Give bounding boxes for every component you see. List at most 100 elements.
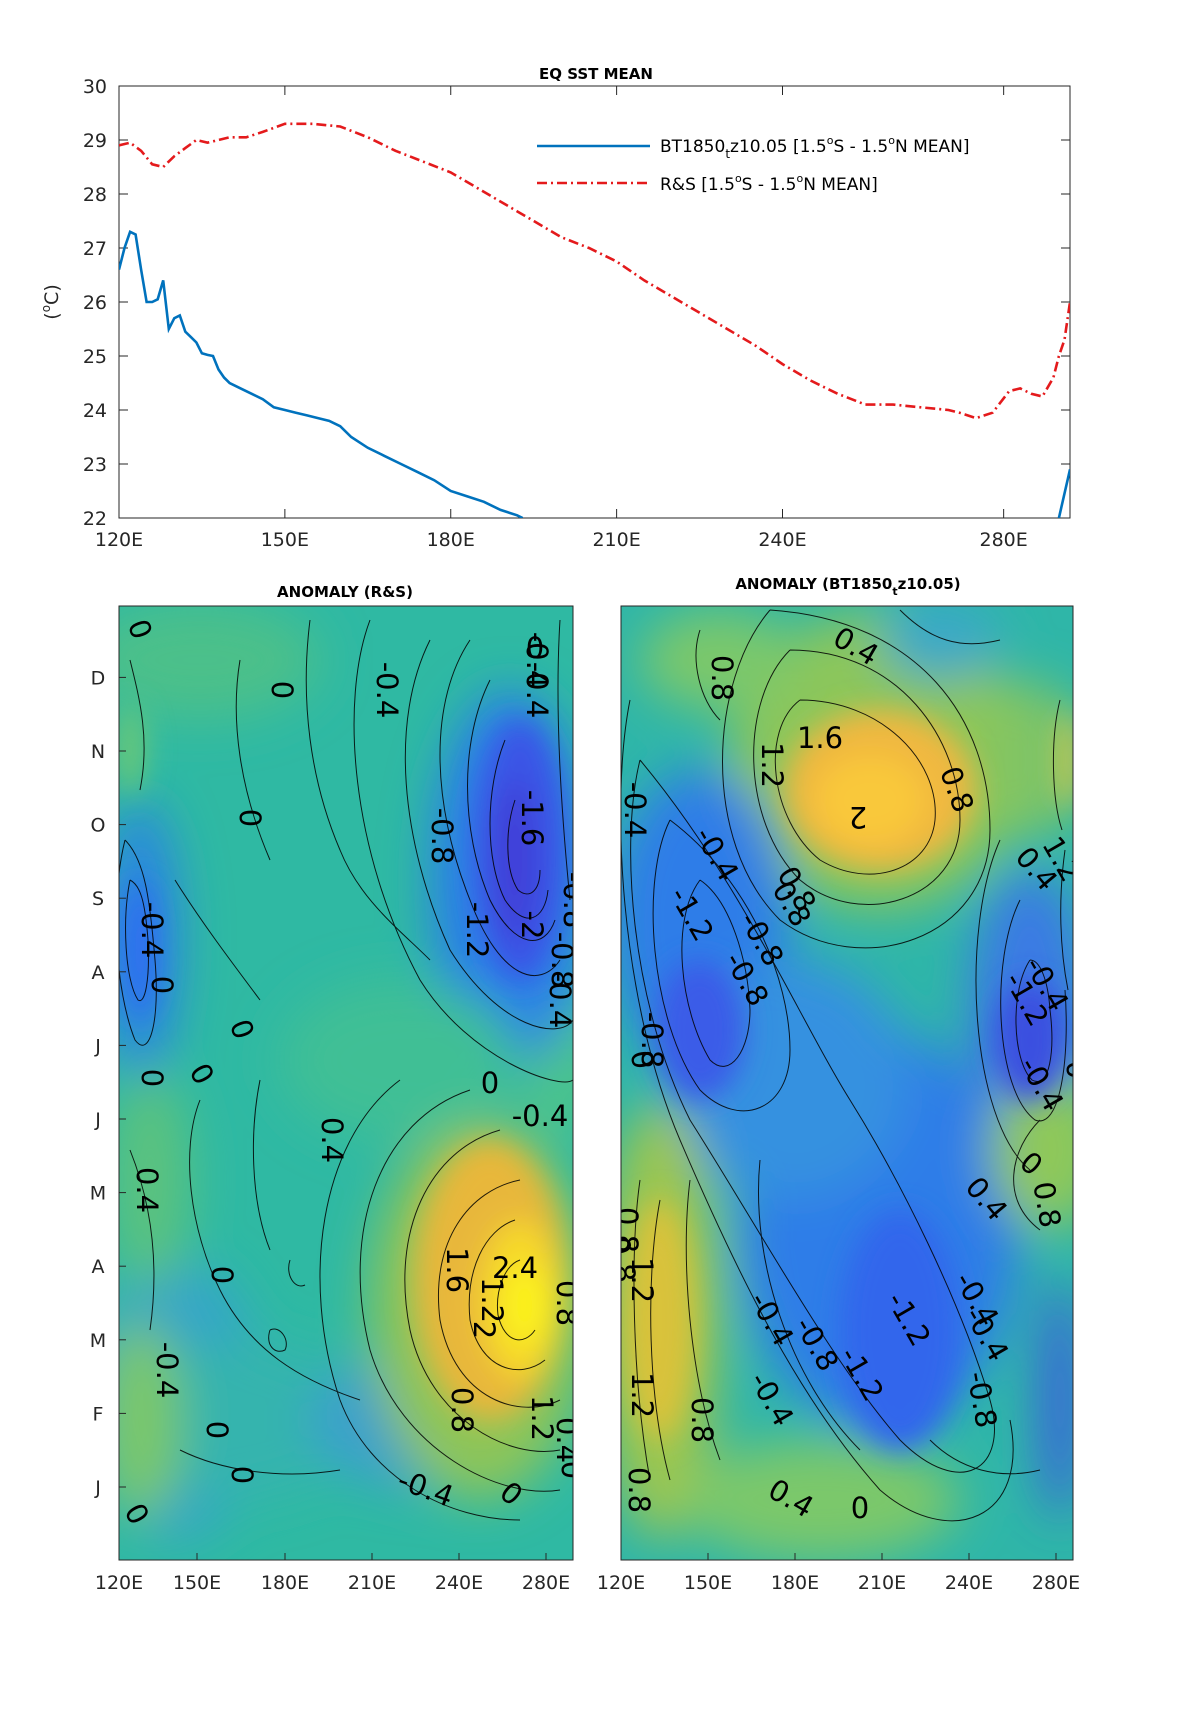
left-contour-label: 2 bbox=[467, 1321, 501, 1339]
left-contour-label: 0 bbox=[145, 976, 179, 994]
top-x-tick-label: 180E bbox=[427, 529, 475, 551]
left-contour-label: 1.2 bbox=[525, 1395, 559, 1441]
right-x-axis: 120E 150E 180E 210E 240E 280E bbox=[597, 1553, 1080, 1594]
right-x-tick-label: 120E bbox=[597, 1572, 645, 1594]
left-y-tick-label: F bbox=[93, 1403, 104, 1425]
right-contour-label: 0.8 bbox=[1026, 1179, 1067, 1230]
top-y-axis: 22 23 24 25 26 27 28 29 30 bbox=[83, 76, 1070, 530]
right-contour-labels: 0.40.81.61.220.8-0.4-0.4 1.20.40.8-1.2 -0.… bbox=[610, 620, 1094, 1525]
left-y-tick-label: J bbox=[94, 1109, 101, 1131]
left-contour-label: 0 bbox=[135, 1069, 169, 1087]
left-contour-label: -0.4 bbox=[150, 1342, 184, 1399]
left-x-tick-label: 280E bbox=[522, 1572, 570, 1594]
top-x-tick-label: 120E bbox=[95, 529, 143, 551]
left-x-tick-label: 180E bbox=[261, 1572, 309, 1594]
left-y-tick-label: J bbox=[94, 1477, 101, 1499]
top-y-tick-label: 29 bbox=[83, 130, 107, 152]
legend: BT1850tz10.05 [1.5oS - 1.5oN MEAN] R&S [… bbox=[537, 134, 969, 195]
left-contour-label: 0.8 bbox=[445, 1387, 479, 1433]
left-contour-label: -2 bbox=[515, 911, 549, 940]
anomaly-rs-heatmap: ANOMALY (R&S) bbox=[90, 583, 591, 1594]
top-y-tick-label: 25 bbox=[83, 346, 107, 368]
left-x-tick-label: 240E bbox=[435, 1572, 483, 1594]
left-plot-frame bbox=[118, 605, 574, 1561]
top-x-tick-label: 210E bbox=[592, 529, 640, 551]
left-contour-label: -1.2 bbox=[460, 902, 494, 959]
right-contour-label: 1.2 bbox=[625, 1372, 659, 1418]
left-contour-label: 1.6 bbox=[440, 1247, 474, 1293]
right-contour-label: 0 bbox=[1060, 1061, 1094, 1079]
series-line-bt1850-tail bbox=[1057, 469, 1070, 518]
left-heatmap-title: ANOMALY (R&S) bbox=[277, 583, 413, 601]
left-y-tick-label: A bbox=[92, 1256, 105, 1278]
left-contour-label: 0.4 bbox=[130, 1167, 164, 1213]
left-contour-label: -0.4 bbox=[135, 902, 169, 959]
right-heatmap-field: 0.40.81.61.220.8-0.4-0.4 1.20.40.8-1.2 -0.… bbox=[610, 606, 1094, 1560]
right-contour-label: 0.8 bbox=[610, 1207, 644, 1253]
left-contour-label: -0.4 bbox=[520, 632, 554, 689]
right-contour-label: 0.8 bbox=[705, 655, 739, 701]
right-plot-frame bbox=[620, 605, 1074, 1561]
left-x-tick-label: 210E bbox=[348, 1572, 396, 1594]
right-contour-label: 2 bbox=[849, 800, 867, 834]
left-y-tick-label: A bbox=[92, 962, 105, 984]
series-line-bt1850 bbox=[119, 229, 524, 518]
left-contour-label: 0 bbox=[481, 1066, 499, 1100]
right-contour-label: 0.8 bbox=[685, 1397, 719, 1443]
left-x-axis: 120E 150E 180E 210E 240E 280E bbox=[95, 1553, 570, 1594]
left-x-tick-label: 150E bbox=[173, 1572, 221, 1594]
legend-label-rs: R&S [1.5oS - 1.5oN MEAN] bbox=[660, 172, 878, 195]
right-contour-label: 1.2 bbox=[755, 742, 789, 788]
left-contour-label: -1.6 bbox=[515, 790, 549, 847]
left-contour-label: 0 bbox=[205, 1266, 239, 1284]
left-contour-label: 0 bbox=[555, 1461, 589, 1479]
right-contour-label: 0 bbox=[851, 1491, 869, 1525]
left-y-tick-label: M bbox=[90, 1330, 106, 1352]
left-y-tick-label: J bbox=[94, 1035, 101, 1057]
left-contour-label: -0.8 bbox=[425, 808, 459, 865]
left-contour-label: -0.8 bbox=[545, 932, 579, 989]
right-contour-label: -0.4 bbox=[618, 782, 652, 839]
legend-label-bt1850: BT1850tz10.05 [1.5oS - 1.5oN MEAN] bbox=[660, 134, 969, 161]
right-contour-label: 1.2 bbox=[625, 1257, 659, 1303]
top-y-tick-label: 30 bbox=[83, 76, 107, 98]
right-heatmap-title: ANOMALY (BT1850tz10.05) bbox=[735, 575, 960, 598]
left-contour-label: 0.4 bbox=[315, 1117, 349, 1163]
left-y-tick-label: O bbox=[91, 815, 106, 837]
left-contour-label: -0.4 bbox=[543, 972, 577, 1029]
left-contour-label: 0 bbox=[225, 1466, 259, 1484]
top-y-tick-label: 26 bbox=[83, 292, 107, 314]
left-contour-label: 2.4 bbox=[492, 1251, 538, 1285]
top-x-tick-label: 150E bbox=[261, 529, 309, 551]
right-x-tick-label: 210E bbox=[858, 1572, 906, 1594]
left-contour-label: -0.4 bbox=[512, 1099, 569, 1133]
left-contour-label: 0.4 bbox=[550, 1417, 584, 1463]
left-x-tick-label: 120E bbox=[95, 1572, 143, 1594]
left-contour-label: -0.4 bbox=[370, 662, 404, 719]
top-y-tick-label: 24 bbox=[83, 400, 107, 422]
top-x-tick-label: 280E bbox=[980, 529, 1028, 551]
right-x-tick-label: 280E bbox=[1032, 1572, 1080, 1594]
left-heatmap-field: 00 -0.4-0.40-0.40 -1.6-0.8-0.8-1.2 -2-0.8-0… bbox=[119, 606, 591, 1560]
right-contour-label: 0.8 bbox=[622, 1467, 656, 1513]
top-chart-title: EQ SST MEAN bbox=[539, 65, 653, 83]
series-line-rs bbox=[119, 122, 1070, 420]
left-y-tick-label: N bbox=[91, 741, 105, 763]
anomaly-bt1850-heatmap: ANOMALY (BT1850tz10.05) bbox=[597, 575, 1094, 1594]
right-x-tick-label: 180E bbox=[771, 1572, 819, 1594]
right-x-tick-label: 150E bbox=[684, 1572, 732, 1594]
left-contour-label: 0 bbox=[265, 681, 299, 699]
left-contour-label: 0.8 bbox=[550, 1280, 584, 1326]
top-y-tick-label: 22 bbox=[83, 508, 107, 530]
top-y-axis-label: (oC) bbox=[39, 284, 63, 319]
top-x-tick-label: 240E bbox=[758, 529, 806, 551]
left-y-tick-label: M bbox=[90, 1183, 106, 1205]
right-x-tick-label: 240E bbox=[945, 1572, 993, 1594]
left-contour-label: 1.2 bbox=[475, 1277, 509, 1323]
left-y-tick-label: S bbox=[92, 888, 104, 910]
left-y-axis: J F M A M J J A S O N D bbox=[90, 667, 126, 1499]
left-contour-label: 0 bbox=[233, 809, 267, 827]
left-contour-label: -0.8 bbox=[557, 872, 591, 929]
